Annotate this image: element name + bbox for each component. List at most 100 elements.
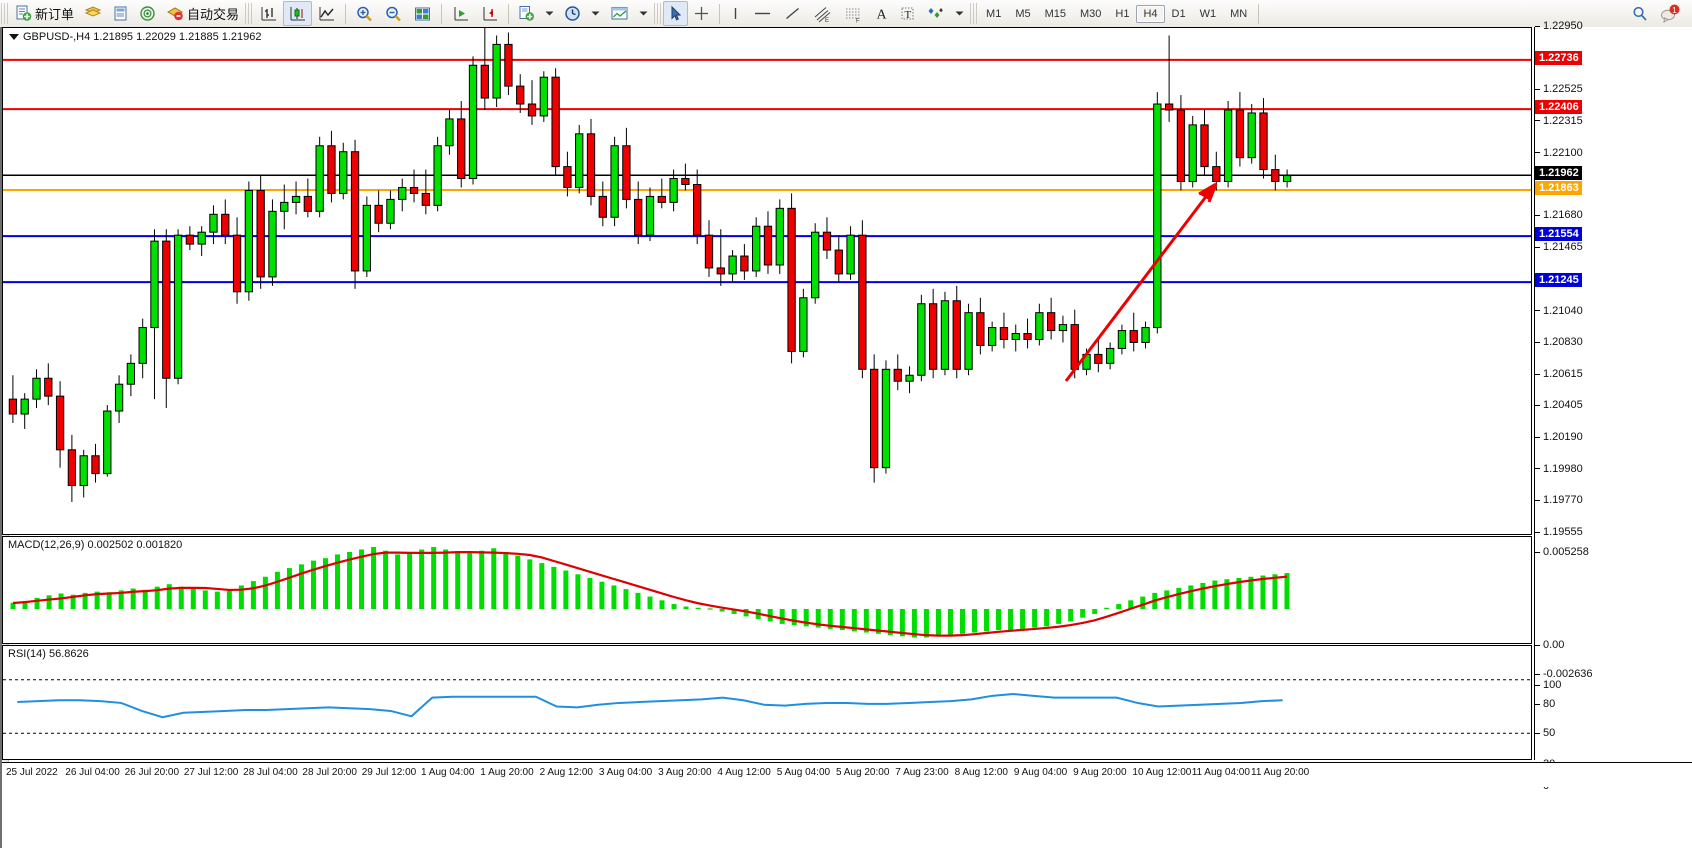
text-button[interactable]: A	[869, 1, 894, 26]
price-axis[interactable]: 1.22950 1.22525 1.22315 1.22100 1.21680 1.214…	[1534, 20, 1692, 792]
candle	[1117, 324, 1127, 355]
price-tick-1.22525: 1.22525	[1535, 83, 1583, 95]
shapes-dropdown[interactable]	[950, 1, 969, 26]
candle	[197, 226, 206, 257]
candle	[1235, 92, 1245, 167]
search-button[interactable]	[1626, 1, 1654, 26]
price-tag-current-price[interactable]: 1.21962	[1535, 166, 1582, 181]
candle	[645, 187, 655, 242]
period-dropdown[interactable]	[586, 1, 605, 26]
toolbar-grip-3[interactable]	[654, 3, 662, 24]
price-tag-pivot-level[interactable]: 1.21863	[1535, 181, 1582, 195]
grid-button[interactable]	[408, 1, 437, 26]
price-tag-support-upper[interactable]: 1.21554	[1535, 227, 1582, 242]
macd-pane[interactable]: MACD(12,26,9) 0.002502 0.001820	[2, 536, 1532, 644]
shapes-button[interactable]	[921, 1, 950, 26]
timeframe-d1[interactable]: D1	[1171, 7, 1186, 20]
time-axis[interactable]: 25 Jul 2022 26 Jul 04:00 26 Jul 20:00 27 Ju…	[2, 762, 1692, 787]
macd-histogram-bar	[1008, 609, 1014, 631]
candle	[327, 130, 336, 203]
horizontal-line-button[interactable]	[747, 1, 778, 26]
candle	[1282, 169, 1292, 188]
macd-histogram-bar	[1104, 607, 1110, 609]
timeframe-m1[interactable]: M1	[986, 7, 1002, 20]
indicators-button[interactable]	[513, 1, 540, 26]
macd-histogram-bar	[190, 588, 196, 609]
trend-line-button[interactable]	[778, 1, 807, 26]
candle	[445, 109, 454, 155]
data-window-button[interactable]	[79, 1, 107, 26]
price-tag-resistance-upper[interactable]: 1.22736	[1535, 50, 1582, 65]
templates-dropdown[interactable]	[634, 1, 653, 26]
timeframe-m30[interactable]: M30	[1080, 7, 1102, 20]
macd-histogram-bar	[1056, 609, 1062, 624]
templates-button[interactable]	[605, 1, 634, 26]
timeframe-m5[interactable]: M5	[1015, 7, 1031, 20]
price-tag-support-lower[interactable]: 1.21245	[1535, 273, 1582, 288]
label-button[interactable]: T	[894, 1, 921, 26]
rsi-pane[interactable]: RSI(14) 56.8626	[2, 645, 1532, 760]
macd-histogram-bar	[779, 609, 785, 624]
macd-histogram-bar	[551, 566, 557, 609]
candle	[1153, 92, 1162, 334]
navigator-button[interactable]	[107, 1, 134, 26]
cursor-button[interactable]	[663, 1, 689, 26]
chart-area[interactable]: GBPUSD-,H4 1.21895 1.22029 1.21885 1.219…	[0, 20, 1692, 848]
candlestick-chart-button[interactable]	[283, 1, 313, 26]
candle	[280, 184, 289, 230]
candle	[303, 178, 313, 218]
time-tick-label: 3 Aug 04:00	[598, 767, 653, 778]
candlestick-icon	[290, 6, 306, 20]
candle	[8, 375, 18, 423]
rsi-label: RSI(14) 56.8626	[8, 648, 89, 660]
autotrading-button[interactable]: 自动交易	[161, 1, 244, 26]
line-chart-button[interactable]	[312, 1, 341, 26]
macd-histogram-bar	[695, 607, 701, 609]
new-order-label: 新订单	[35, 8, 75, 23]
timeframe-w1[interactable]: W1	[1199, 7, 1217, 20]
candle	[55, 381, 65, 468]
new-order-button[interactable]: 新订单	[10, 1, 79, 26]
bullish-arrow-annotation[interactable]	[1064, 182, 1218, 382]
notification-button[interactable]: 1	[1654, 1, 1686, 26]
fibonacci-button[interactable]: F	[838, 1, 869, 26]
candle	[362, 196, 372, 277]
macd-histogram-bar	[467, 553, 473, 609]
macd-histogram-bar	[659, 600, 665, 609]
macd-histogram-bar	[22, 600, 28, 609]
timeframe-mn[interactable]: MN	[1230, 7, 1248, 20]
vertical-line-button[interactable]	[724, 1, 747, 26]
timeframe-m15[interactable]: M15	[1044, 7, 1066, 20]
equidistant-channel-button[interactable]: E	[807, 1, 838, 26]
autotrading-icon	[167, 7, 184, 21]
timeframe-h1[interactable]: H1	[1115, 7, 1130, 20]
signal-button[interactable]	[134, 1, 161, 26]
auto-scroll-button[interactable]	[446, 1, 475, 26]
toolbar-grip-2[interactable]	[245, 3, 253, 24]
zoom-in-button[interactable]	[350, 1, 379, 26]
toolbar-grip[interactable]	[1, 3, 8, 24]
chevron-down-icon	[955, 11, 964, 16]
bar-chart-button[interactable]	[254, 1, 283, 26]
macd-histogram-bar	[683, 606, 689, 609]
price-pane[interactable]: GBPUSD-,H4 1.21895 1.22029 1.21885 1.219…	[2, 27, 1532, 535]
indicators-dropdown[interactable]	[540, 1, 559, 26]
collapse-caret-icon[interactable]	[9, 34, 19, 40]
price-tag-resistance-lower[interactable]: 1.22406	[1535, 100, 1582, 115]
timeframe-h4[interactable]: H4	[1136, 4, 1165, 23]
macd-histogram-bar	[1080, 609, 1086, 618]
zoom-out-button[interactable]	[379, 1, 408, 26]
time-tick-label: 8 Aug 12:00	[954, 767, 1008, 778]
crosshair-button[interactable]	[688, 1, 715, 26]
time-tick-label: 11 Aug 04:00	[1191, 767, 1250, 778]
macd-histogram-bar	[130, 588, 136, 609]
grid-icon	[415, 7, 431, 20]
macd-histogram-bar	[1272, 574, 1278, 609]
candle	[704, 220, 714, 277]
rsi-tick-50: 50	[1535, 727, 1555, 739]
candle	[67, 434, 77, 502]
chart-shift-button[interactable]	[475, 1, 504, 26]
macd-histogram-bar	[70, 594, 76, 609]
toolbar-grip-4[interactable]	[970, 3, 978, 24]
period-button[interactable]	[559, 1, 586, 26]
